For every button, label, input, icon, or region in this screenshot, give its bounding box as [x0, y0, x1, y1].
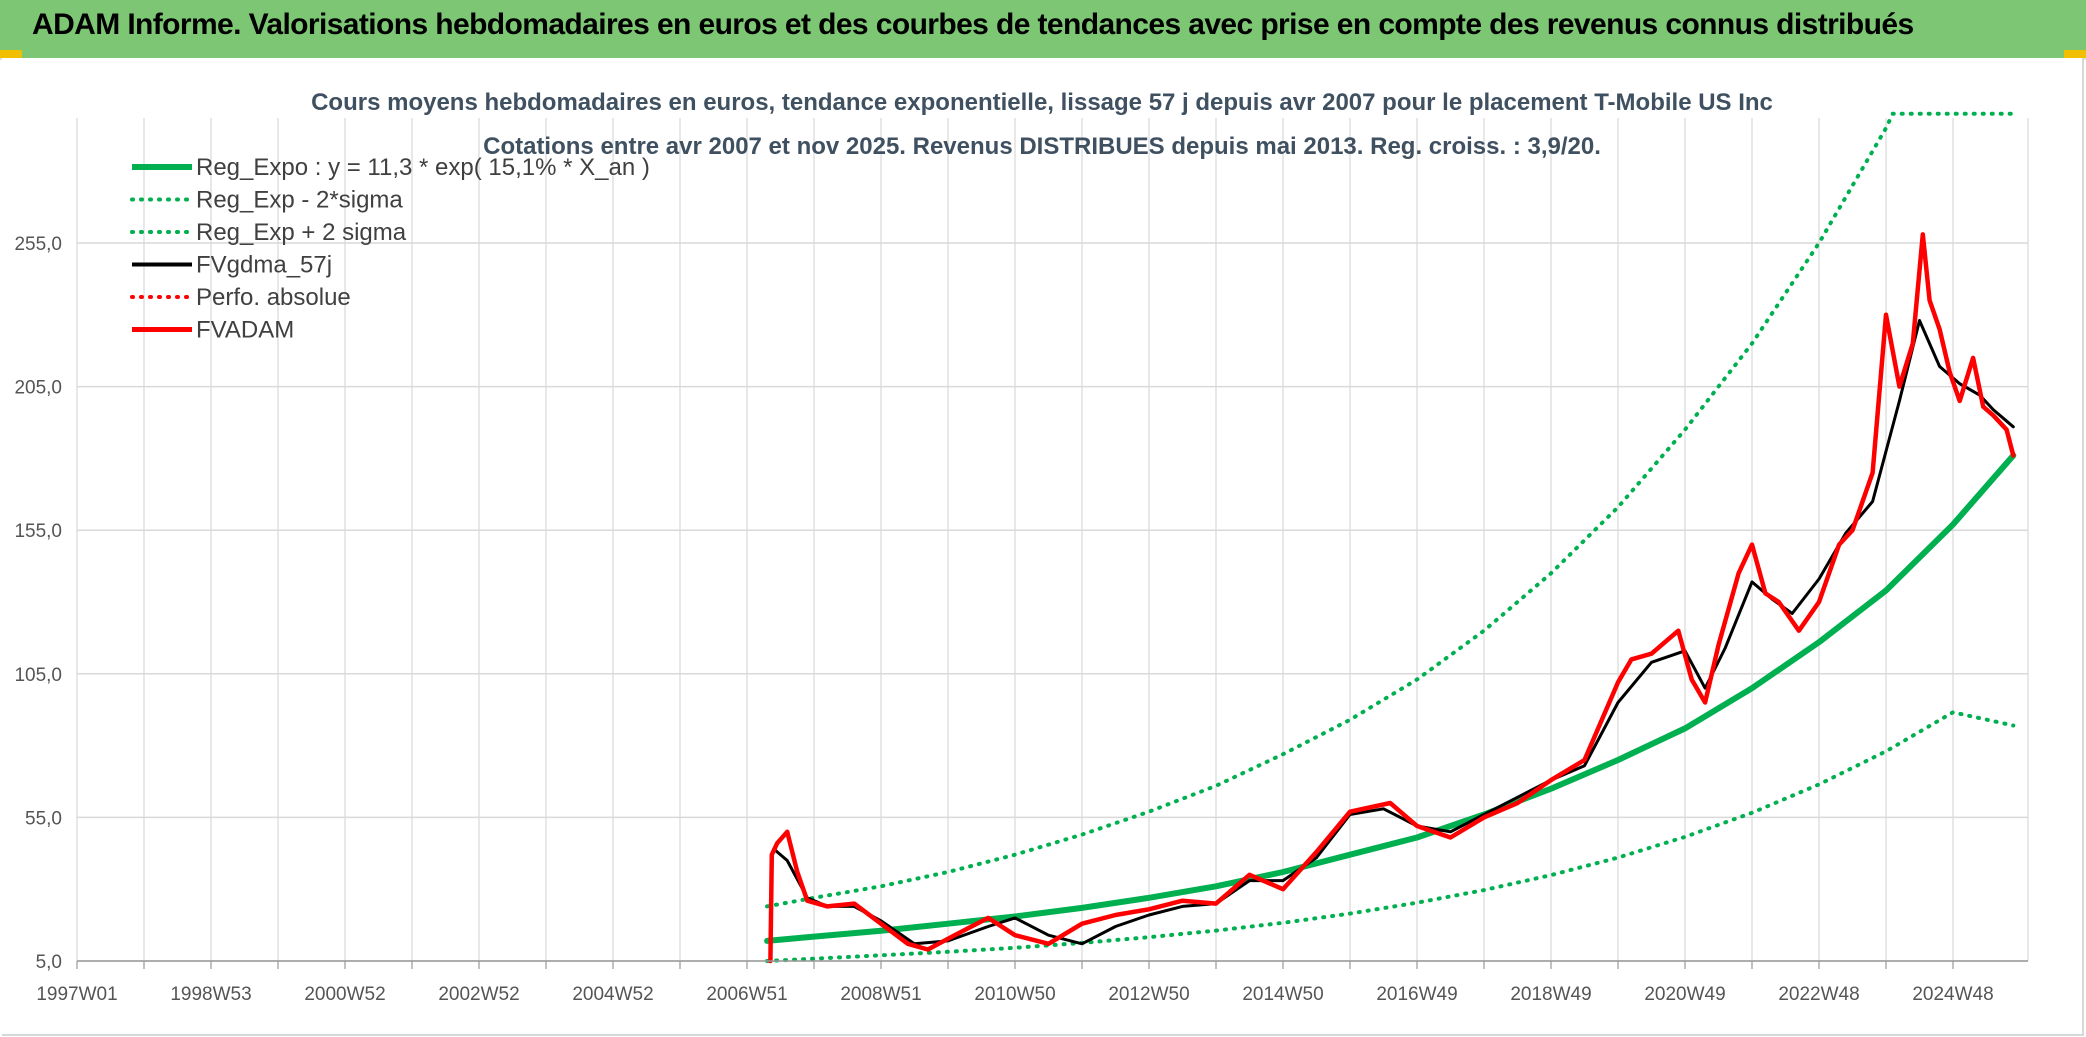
x-tick-label: 2004W52	[572, 984, 653, 1005]
x-tick-label: 2020W49	[1644, 984, 1725, 1005]
axes: 5,0 55,0 105,0 155,0 205,0 255,0 1997W01 1998W5…	[14, 234, 2028, 1005]
legend-label: FVgdma_57j	[196, 252, 332, 279]
series-group	[764, 111, 2017, 964]
series-line-2	[765, 111, 2016, 909]
x-tick-label: 2024W48	[1912, 984, 1993, 1005]
report-header: ADAM Informe. Valorisations hebdomadaire…	[0, 0, 2086, 60]
legend: Reg_Expo : y = 11,3 * exp( 15,1% * X_an …	[130, 154, 650, 344]
legend-label: FVADAM	[196, 317, 294, 344]
y-tick-label: 5,0	[36, 952, 62, 973]
x-tick-label: 2008W51	[840, 984, 921, 1005]
legend-label: Reg_Expo : y = 11,3 * exp( 15,1% * X_an …	[196, 154, 650, 181]
x-tick-label: 2022W48	[1778, 984, 1859, 1005]
legend-label: Reg_Exp + 2 sigma	[196, 219, 407, 246]
x-tick-label: 2016W49	[1376, 984, 1457, 1005]
y-tick-label: 205,0	[14, 378, 62, 399]
legend-label: Perfo. absolue	[196, 284, 351, 311]
line-chart: 5,0 55,0 105,0 155,0 205,0 255,0 1997W01 1998W5…	[14, 89, 2029, 1005]
x-tick-label: 2014W50	[1242, 984, 1323, 1005]
x-tick-label: 2002W52	[438, 984, 519, 1005]
y-tick-label: 55,0	[25, 808, 62, 829]
x-tick-label: 1997W01	[36, 984, 117, 1005]
y-tick-label: 155,0	[14, 521, 62, 542]
x-tick-label: 2018W49	[1510, 984, 1591, 1005]
series-line-1	[765, 710, 2016, 963]
y-tick-label: 255,0	[14, 234, 62, 255]
x-tick-label: 2010W50	[974, 984, 1055, 1005]
y-tick-label: 105,0	[14, 665, 62, 686]
chart-area: 5,0 55,0 105,0 155,0 205,0 255,0 1997W01 1998W5…	[2, 58, 2084, 1036]
gridlines	[76, 118, 2029, 962]
chart-title-line-2: Cotations entre avr 2007 et nov 2025. Re…	[483, 133, 1601, 160]
series-line-0	[764, 452, 2017, 944]
series-line-3	[772, 319, 2015, 946]
x-tick-label: 2006W51	[706, 984, 787, 1005]
legend-label: Reg_Exp - 2*sigma	[196, 187, 403, 214]
x-tick-label: 1998W53	[170, 984, 251, 1005]
chart-title-line-1: Cours moyens hebdomadaires en euros, ten…	[311, 89, 1773, 116]
x-tick-label: 2012W50	[1108, 984, 1189, 1005]
report-title: ADAM Informe. Valorisations hebdomadaire…	[32, 8, 1914, 41]
corner-marker-left	[0, 50, 22, 58]
corner-marker-right	[2064, 50, 2086, 58]
series-line-5	[768, 232, 2016, 964]
x-tick-label: 2000W52	[304, 984, 385, 1005]
